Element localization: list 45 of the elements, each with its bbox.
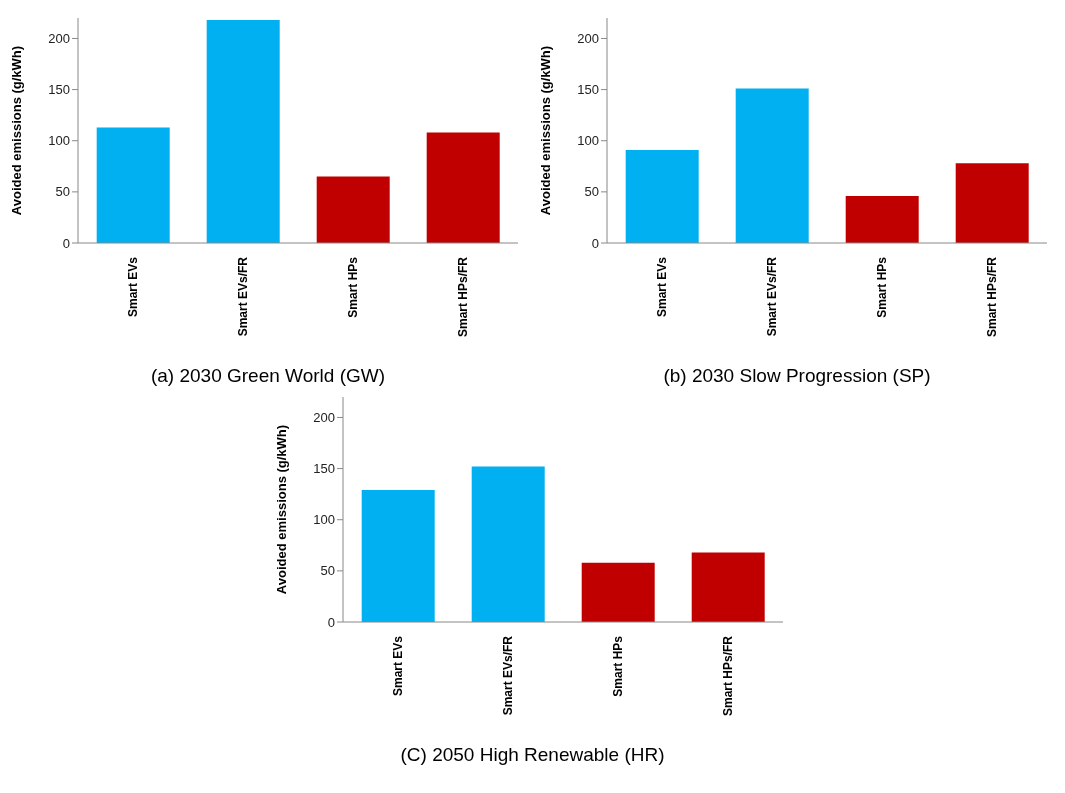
y-tick-label: 100: [312, 512, 335, 528]
x-tick-label: Smart HPs/FR: [985, 256, 999, 338]
bar: [206, 20, 280, 243]
y-tick-label: 200: [312, 410, 335, 426]
y-tick-label: 0: [327, 614, 335, 630]
x-tick-label: Smart EVs: [126, 256, 140, 318]
y-tick-label: 150: [577, 82, 599, 98]
x-tick-label: Smart HPs: [610, 635, 625, 697]
bar: [735, 88, 809, 243]
bar: [471, 466, 545, 622]
bar: [845, 195, 919, 243]
y-tick-label: 150: [48, 82, 70, 98]
y-tick-label: 50: [320, 563, 335, 579]
bar: [316, 176, 390, 243]
x-tick-label: Smart HPs/FR: [456, 256, 470, 338]
x-tick-label: Smart EVs: [390, 635, 405, 697]
bar: [426, 132, 500, 243]
y-axis-title: Avoided emissions (g/kWh): [8, 45, 24, 216]
x-tick-label: Smart EVs/FR: [500, 635, 515, 716]
x-tick-label: Smart HPs: [346, 256, 360, 318]
x-tick-label: Smart EVs: [655, 256, 669, 318]
y-axis-title: Avoided emissions (g/kWh): [273, 424, 289, 595]
y-tick-label: 0: [62, 235, 70, 251]
y-tick-label: 50: [584, 184, 599, 200]
x-tick-label: Smart EVs/FR: [765, 256, 779, 337]
y-tick-label: 50: [55, 184, 70, 200]
y-tick-label: 100: [48, 133, 70, 149]
bar: [691, 552, 765, 622]
y-tick-label: 0: [591, 235, 599, 251]
y-tick-label: 200: [577, 31, 599, 47]
x-tick-label: Smart HPs: [875, 256, 889, 318]
text: (C) 2050 High Renewable (HR): [400, 744, 665, 766]
text: (a) 2030 Green World (GW): [150, 365, 386, 387]
bar: [361, 490, 435, 622]
text: (b) 2030 Slow Progression (SP): [663, 365, 931, 387]
y-tick-label: 200: [48, 31, 70, 47]
y-axis-title: Avoided emissions (g/kWh): [537, 45, 553, 216]
x-tick-label: Smart HPs/FR: [720, 635, 735, 717]
bar: [96, 127, 170, 243]
bar: [955, 163, 1029, 243]
bar: [625, 149, 699, 243]
y-tick-label: 100: [577, 133, 599, 149]
y-tick-label: 150: [312, 461, 335, 477]
x-tick-label: Smart EVs/FR: [236, 256, 250, 337]
bar: [581, 562, 655, 622]
